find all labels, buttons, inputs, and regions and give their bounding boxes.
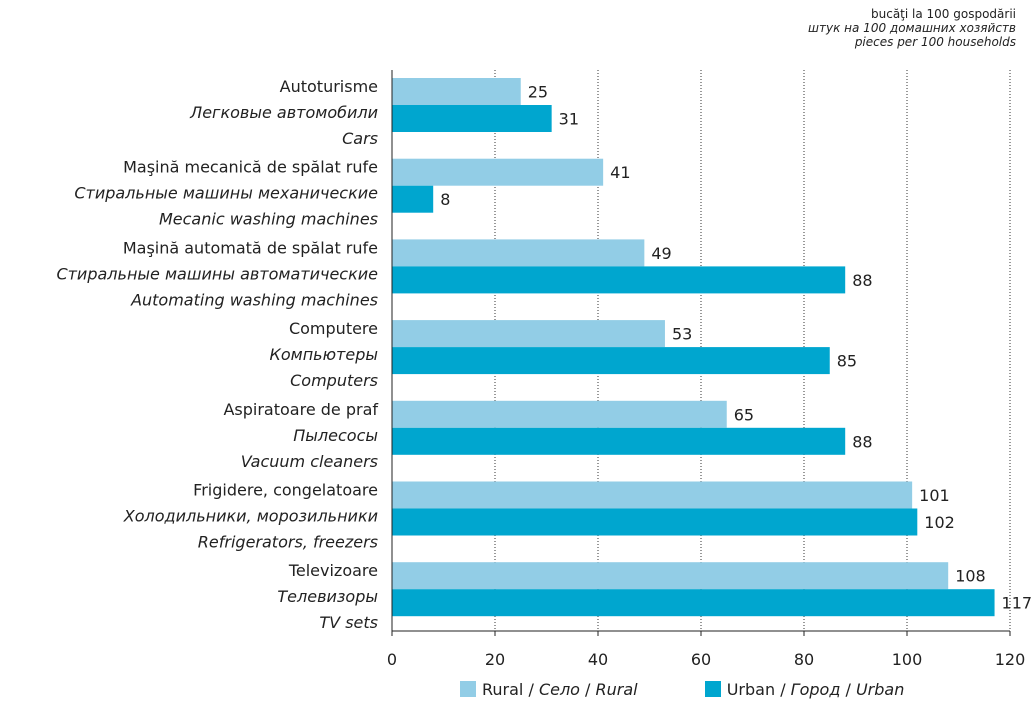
legend: Rural / Село / Rural Urban / Город / Urb… — [460, 680, 966, 699]
value-label-rural-2: 49 — [651, 244, 671, 263]
x-tick-label-5: 100 — [892, 650, 923, 669]
bar-urban-3 — [392, 347, 830, 375]
category-label-5-ro: Frigidere, congelatoare — [193, 481, 378, 500]
legend-swatch-rural — [460, 681, 476, 697]
legend-urban-ru: Город — [790, 680, 841, 699]
category-label-1-ru: Стиральные машины механические — [74, 184, 378, 203]
category-label-6-ru: Телевизоры — [277, 587, 378, 606]
bar-urban-4 — [392, 427, 846, 455]
category-label-6-en: TV sets — [319, 613, 378, 632]
value-label-rural-6: 108 — [955, 567, 986, 586]
legend-swatch-urban — [704, 681, 721, 697]
category-label-4-ru: Пылесосы — [293, 426, 378, 445]
category-label-1-ro: Maşină mecanică de spălat rufe — [123, 158, 378, 177]
x-tick-label-2: 40 — [588, 650, 608, 669]
x-tick-label-1: 20 — [485, 650, 505, 669]
value-label-rural-4: 65 — [734, 405, 754, 424]
bar-urban-6 — [392, 589, 995, 617]
category-label-2-ru: Стиральные машины автоматические — [56, 264, 378, 283]
value-label-urban-0: 31 — [559, 110, 579, 129]
category-label-4-en: Vacuum cleaners — [241, 452, 378, 471]
bar-rural-5 — [392, 481, 913, 509]
legend-urban-ro: Urban — [726, 680, 776, 699]
bar-urban-1 — [392, 185, 434, 213]
value-label-urban-6: 117 — [1002, 594, 1031, 613]
bar-urban-0 — [392, 105, 552, 132]
bar-urban-5 — [392, 508, 918, 536]
category-label-3-en: Computers — [290, 371, 378, 390]
x-tick-label-6: 120 — [995, 650, 1026, 669]
bar-rural-4 — [392, 400, 727, 428]
category-label-0-en: Cars — [342, 129, 378, 148]
bar-rural-0 — [392, 78, 521, 105]
legend-item-rural: Rural / Село / Rural — [460, 680, 638, 699]
category-label-6-ro: Televizoare — [288, 561, 378, 580]
units-en: pieces per 100 households — [854, 35, 1016, 49]
value-label-rural-3: 53 — [672, 325, 692, 344]
units-ro: bucăţi la 100 gospodării — [871, 7, 1016, 21]
value-label-rural-1: 41 — [610, 163, 630, 182]
units-note: bucăţi la 100 gospodării штук на 100 дом… — [808, 7, 1016, 49]
value-label-urban-1: 8 — [440, 190, 450, 209]
bar-rural-3 — [392, 320, 665, 348]
x-tick-label-4: 80 — [794, 650, 814, 669]
value-label-urban-3: 85 — [837, 352, 857, 371]
value-label-urban-2: 88 — [852, 271, 872, 290]
category-label-2-ro: Maşină automată de spălat rufe — [123, 238, 378, 257]
legend-rural-ru: Село — [538, 680, 580, 699]
value-label-rural-0: 25 — [528, 83, 548, 102]
category-label-4-ro: Aspiratoare de praf — [223, 400, 378, 419]
legend-rural-en: Rural — [595, 680, 638, 699]
bar-rural-2 — [392, 239, 645, 267]
bar-chart: 25 31 Autoturisme Легковые автомобили Cars 41… — [56, 70, 1031, 669]
legend-item-urban: Urban / Город / Urban — [704, 680, 905, 699]
units-ru: штук на 100 домашних хозяйств — [808, 21, 1016, 35]
category-label-2-en: Automating washing machines — [130, 290, 378, 309]
x-tick-label-0: 0 — [387, 650, 397, 669]
category-label-5-en: Refrigerators, freezers — [198, 533, 378, 552]
category-label-3-ru: Компьютеры — [269, 345, 378, 364]
bar-rural-6 — [392, 562, 949, 590]
x-tick-label-3: 60 — [691, 650, 711, 669]
legend-rural-ro: Rural — [482, 680, 524, 699]
value-label-rural-5: 101 — [919, 486, 950, 505]
bar-urban-2 — [392, 266, 846, 294]
value-label-urban-5: 102 — [924, 513, 955, 532]
category-label-0-ru: Легковые автомобили — [189, 103, 378, 122]
category-label-0-ro: Autoturisme — [280, 77, 378, 96]
category-label-3-ro: Computere — [289, 319, 378, 338]
category-label-5-ru: Холодильники, морозильники — [123, 507, 378, 526]
value-label-urban-4: 88 — [852, 432, 872, 451]
bar-rural-1 — [392, 158, 604, 186]
category-label-1-en: Mecanic washing machines — [159, 210, 378, 229]
legend-urban-en: Urban — [855, 680, 905, 699]
